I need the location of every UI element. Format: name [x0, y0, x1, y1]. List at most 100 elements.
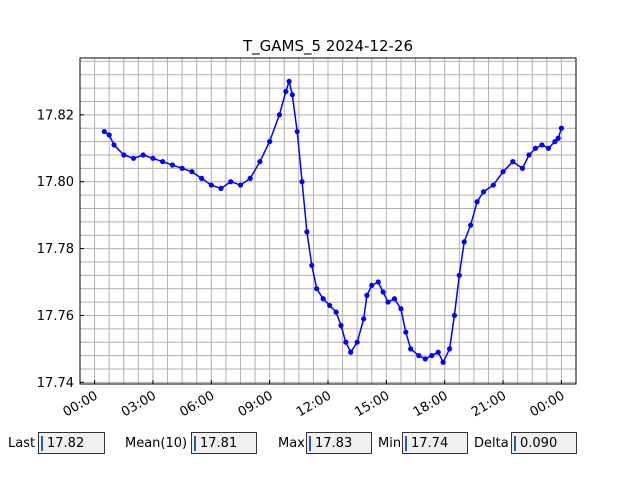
stat-last-label: Last [8, 436, 36, 451]
data-point [403, 329, 409, 335]
data-point [500, 169, 506, 175]
data-point [380, 289, 386, 295]
data-point [490, 182, 496, 188]
y-tick-label: 17.82 [37, 108, 74, 123]
data-point [189, 169, 195, 175]
stat-max-value: 17.83 [315, 436, 353, 451]
stat-delta-field[interactable]: 0.090 [511, 432, 577, 454]
stat-max-field[interactable]: 17.83 [306, 432, 372, 454]
x-tick-label: 09:00 [236, 388, 276, 420]
data-point [160, 159, 166, 165]
stat-min-label: Min [378, 436, 402, 451]
data-point [257, 159, 263, 165]
data-point [440, 359, 446, 365]
data-point [218, 185, 224, 191]
data-point [532, 145, 539, 151]
data-point [481, 189, 487, 195]
data-point [208, 182, 214, 188]
data-point [169, 162, 175, 168]
data-point [289, 92, 295, 98]
data-point [309, 262, 315, 268]
stat-mean-label: Mean(10) [125, 436, 188, 451]
data-point [539, 142, 545, 148]
x-tick-label: 00:00 [61, 388, 101, 420]
data-point [140, 152, 146, 158]
data-point [361, 316, 367, 322]
data-point [545, 145, 552, 151]
x-tick-label: 18:00 [411, 388, 451, 420]
data-point [111, 142, 117, 148]
text-cursor-icon [405, 436, 407, 451]
data-point [130, 155, 137, 161]
data-point [237, 182, 244, 188]
y-tick-label: 17.76 [37, 309, 74, 324]
data-point [106, 132, 112, 138]
x-axis: 00:00 03:00 06:00 09:00 12:00 15:00 18:00 21:00… [61, 380, 567, 420]
data-point [526, 152, 532, 158]
text-cursor-icon [194, 436, 196, 451]
data-point [150, 155, 156, 161]
data-point [519, 165, 526, 171]
chart-title: T_GAMS_5 2024-12-26 [242, 37, 413, 56]
stat-last-field[interactable]: 17.82 [38, 432, 105, 454]
stat-max-label: Max [278, 436, 305, 451]
stat-min-field[interactable]: 17.74 [402, 432, 468, 454]
data-point [552, 138, 558, 145]
data-point [354, 339, 360, 345]
data-point [456, 272, 462, 278]
x-tick-label: 00:00 [527, 388, 567, 420]
data-point [468, 222, 474, 228]
stat-delta-label: Delta [474, 436, 509, 451]
x-tick-label: 03:00 [119, 388, 159, 420]
stat-delta-value: 0.090 [520, 436, 558, 451]
data-point [320, 296, 326, 302]
y-tick-label: 17.78 [37, 242, 74, 257]
x-tick-label: 12:00 [294, 388, 334, 420]
data-point [304, 229, 310, 235]
stat-min-value: 17.74 [411, 436, 449, 451]
x-tick-label: 06:00 [177, 388, 217, 420]
data-point [348, 349, 354, 355]
data-point [461, 239, 467, 245]
x-tick-label: 21:00 [469, 388, 509, 420]
data-points [101, 78, 565, 365]
data-point [398, 306, 404, 312]
data-point [416, 352, 422, 359]
data-point [343, 339, 349, 345]
data-point [286, 78, 292, 85]
data-point [446, 346, 453, 352]
data-point [375, 279, 381, 285]
chart: T_GAMS_5 2024-12-26 17.74 17.76 17.78 17.80… [37, 37, 577, 420]
data-point [247, 175, 253, 181]
data-point [198, 175, 205, 181]
data-point [558, 125, 565, 131]
data-point [369, 282, 375, 288]
data-point [385, 299, 391, 305]
data-point [429, 352, 435, 359]
text-cursor-icon [41, 436, 43, 451]
text-cursor-icon [514, 436, 516, 451]
stat-mean-field[interactable]: 17.81 [191, 432, 257, 454]
x-tick-label: 15:00 [352, 388, 392, 420]
data-point [510, 159, 516, 165]
data-point [391, 296, 398, 302]
data-point [121, 152, 127, 158]
y-tick-label: 17.74 [37, 376, 74, 391]
data-point [555, 135, 561, 141]
data-point [408, 346, 414, 352]
data-point [422, 356, 428, 362]
text-cursor-icon [309, 436, 311, 451]
data-point [101, 128, 107, 135]
stat-mean-value: 17.81 [200, 436, 238, 451]
data-point [276, 112, 282, 118]
y-axis: 17.74 17.76 17.78 17.80 17.82 [37, 108, 84, 391]
data-point [474, 199, 480, 205]
data-point [314, 286, 320, 292]
data-point [267, 138, 273, 145]
data-point [299, 179, 305, 185]
y-tick-label: 17.80 [37, 175, 74, 190]
stat-last-value: 17.82 [47, 436, 85, 451]
grid [80, 58, 576, 384]
data-point [179, 165, 185, 171]
data-point [333, 309, 339, 315]
